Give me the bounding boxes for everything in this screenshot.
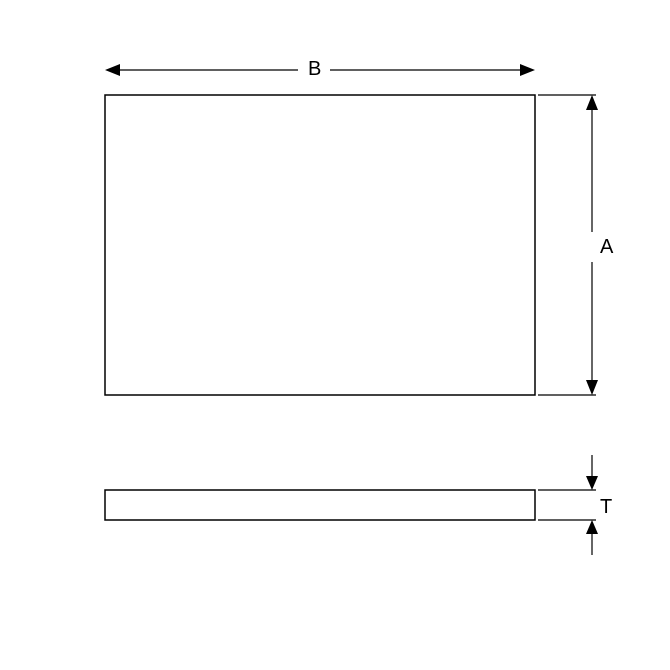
dimension-t xyxy=(538,455,598,555)
label-a: A xyxy=(600,236,613,259)
dimension-a xyxy=(538,95,598,395)
label-t: T xyxy=(600,496,612,519)
dimension-diagram xyxy=(0,0,670,670)
side-rectangle xyxy=(105,490,535,520)
main-rectangle xyxy=(105,95,535,395)
label-b: B xyxy=(308,58,321,81)
